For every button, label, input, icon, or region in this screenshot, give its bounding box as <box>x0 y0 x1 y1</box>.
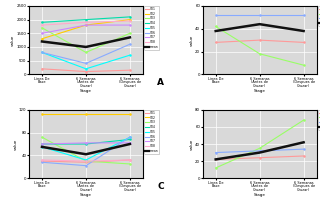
Y-axis label: value: value <box>190 34 194 46</box>
Y-axis label: value: value <box>13 138 18 150</box>
Legend: S01, S02, S03, S04, S05, S06, S07, S08, mean: S01, S02, S03, S04, S05, S06, S07, S08, … <box>144 6 159 50</box>
X-axis label: Stage: Stage <box>254 193 266 197</box>
X-axis label: Stage: Stage <box>80 89 92 93</box>
Legend: S01, S02, S03, S04, S05, S06, S07, S08, mean: S01, S02, S03, S04, S05, S06, S07, S08, … <box>144 110 159 154</box>
Legend: S01, S02, S03, mean: S01, S02, S03, mean <box>318 110 320 130</box>
Text: C: C <box>157 182 164 191</box>
Y-axis label: value: value <box>190 138 194 150</box>
Text: A: A <box>157 78 164 87</box>
X-axis label: Stage: Stage <box>254 89 266 93</box>
X-axis label: Stage: Stage <box>80 193 92 197</box>
Legend: S01, S02, S03, mean: S01, S02, S03, mean <box>318 6 320 26</box>
Y-axis label: value: value <box>11 34 15 46</box>
